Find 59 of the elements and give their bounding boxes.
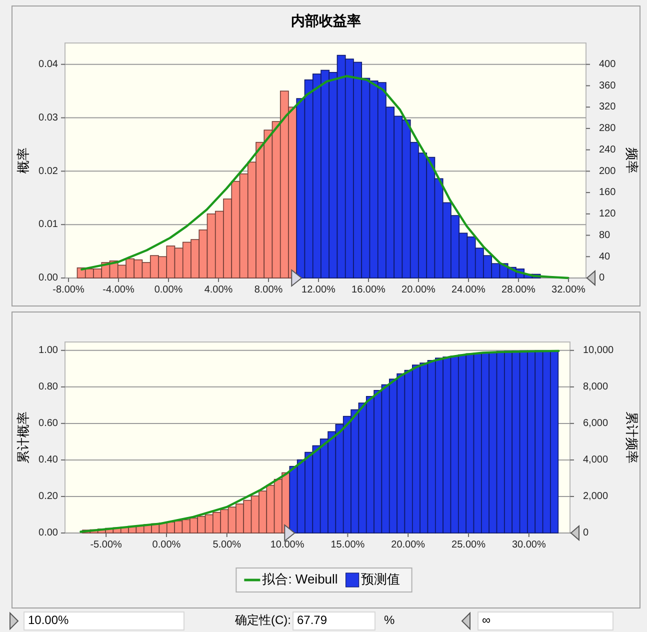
- y-tick-label: 0.80: [38, 382, 58, 393]
- x-tick-label: -5.00%: [90, 540, 122, 551]
- y2-tick-label: 4,000: [583, 454, 608, 466]
- x-tick-label: 20.00%: [402, 284, 436, 296]
- y2-tick-label: 8,000: [583, 382, 608, 393]
- y2-tick-label: 160: [599, 187, 616, 198]
- y-tick-label: 0.60: [38, 418, 58, 430]
- y2-tick-label: 200: [599, 166, 616, 177]
- text: ∞: [482, 613, 491, 628]
- x-tick-label: 10.00%: [270, 540, 304, 551]
- y-axis-title: 概率: [15, 148, 30, 174]
- y2-tick-label: 360: [599, 80, 616, 92]
- y-tick-label: 1.00: [38, 345, 58, 356]
- x-tick-label: 20.00%: [391, 540, 426, 551]
- y2-tick-label: 0: [599, 272, 605, 284]
- text: %: [384, 613, 395, 628]
- y-tick-label: 0.20: [38, 491, 58, 502]
- y2-tick-label: 2,000: [583, 491, 608, 502]
- x-tick-label: 12.00%: [302, 284, 336, 296]
- y-tick-label: 0.00: [38, 272, 58, 284]
- x-tick-label: 16.00%: [352, 284, 386, 296]
- y2-tick-label: 240: [599, 144, 616, 156]
- text: 67.79: [297, 613, 328, 628]
- y2-tick-label: 0: [583, 528, 589, 539]
- x-tick-label: 25.00%: [452, 540, 486, 551]
- x-tick-label: 0.00%: [152, 540, 181, 551]
- y-tick-label: 0.40: [38, 454, 58, 466]
- y2-tick-label: 40: [599, 251, 611, 262]
- y-tick-label: 0.04: [38, 59, 58, 70]
- x-tick-label: 30.00%: [512, 540, 546, 551]
- x-tick-label: -8.00%: [52, 284, 84, 296]
- x-tick-label: 24.00%: [452, 284, 486, 296]
- y2-tick-label: 120: [599, 208, 616, 220]
- x-tick-label: 8.00%: [254, 284, 283, 296]
- y-tick-label: 0.03: [38, 112, 58, 124]
- y-tick-label: 0.00: [38, 528, 58, 539]
- y2-tick-label: 400: [599, 59, 616, 70]
- y2-tick-label: 80: [599, 230, 611, 241]
- x-tick-label: 4.00%: [204, 284, 233, 296]
- x-tick-label: 5.00%: [212, 540, 242, 551]
- text: 确定性(C):: [234, 613, 291, 628]
- y2-tick-label: 6,000: [583, 418, 608, 430]
- x-tick-label: 15.00%: [330, 540, 365, 551]
- y2-axis-title: 频率: [624, 148, 640, 174]
- y2-tick-label: 280: [599, 123, 616, 134]
- y-tick-label: 0.02: [38, 166, 58, 177]
- x-tick-label: 28.00%: [502, 284, 536, 296]
- y2-axis-title: 累计频率: [624, 412, 640, 464]
- y2-tick-label: 10,000: [583, 345, 614, 356]
- text: 10.00%: [28, 613, 70, 628]
- legend-label: 拟合: Weibull: [262, 571, 338, 586]
- x-tick-label: -4.00%: [102, 284, 134, 296]
- legend-label: 预测值: [360, 571, 400, 586]
- x-tick-label: 32.00%: [552, 284, 586, 296]
- y-tick-label: 0.01: [38, 219, 58, 230]
- chart-title: 内部收益率: [291, 12, 361, 29]
- x-tick-label: 0.00%: [154, 284, 183, 296]
- y2-tick-label: 320: [599, 102, 616, 113]
- y-axis-title: 累计概率: [15, 412, 30, 464]
